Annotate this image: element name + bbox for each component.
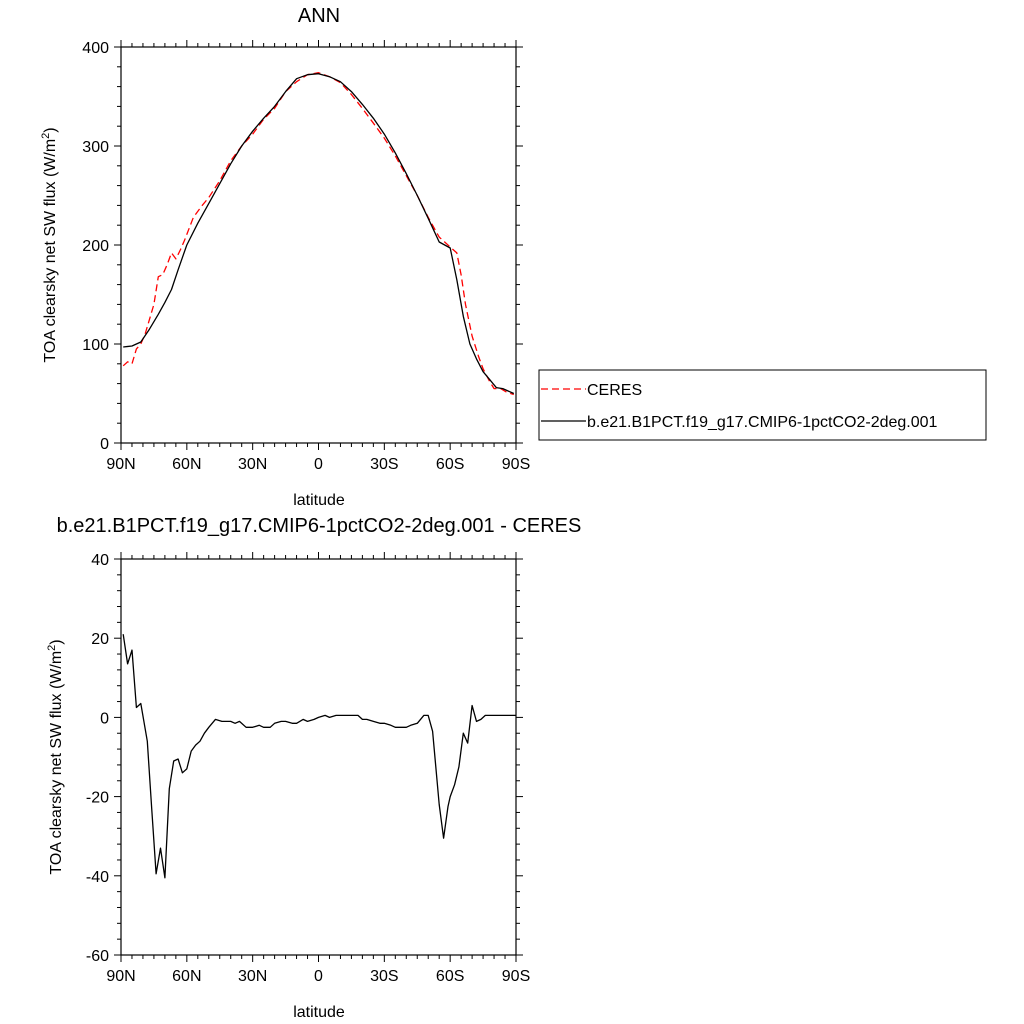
- top-panel: ANN TOA clearsky net SW flux (W/m2) lati…: [40, 5, 530, 509]
- top-y-tick-label: 300: [82, 139, 109, 156]
- top-x-tick-label: 90S: [502, 456, 530, 473]
- bottom-x-tick-label: 0: [314, 968, 323, 985]
- bottom-title: b.e21.B1PCT.f19_g17.CMIP6-1pctCO2-2deg.0…: [57, 515, 582, 537]
- top-x-tick-label: 90N: [106, 456, 135, 473]
- bottom-series-line-0: [122, 634, 516, 879]
- top-x-tick-label: 60N: [172, 456, 201, 473]
- top-y-tick-label: 200: [82, 238, 109, 255]
- bottom-ticks: [114, 552, 523, 962]
- top-y-axis-label: TOA clearsky net SW flux (W/m2): [40, 127, 59, 362]
- top-series-line-1: [123, 73, 515, 395]
- top-x-axis-label: latitude: [293, 492, 345, 509]
- legend-box: [538, 369, 987, 441]
- bottom-y-tick-label: -60: [86, 948, 109, 965]
- bottom-x-tick-label: 90S: [502, 968, 530, 985]
- bottom-x-tick-label: 30S: [370, 968, 398, 985]
- bottom-y-tick-label: -40: [86, 869, 109, 886]
- bottom-x-tick-label: 90N: [106, 968, 135, 985]
- top-plot-frame: [120, 46, 517, 444]
- legend: CERES b.e21.B1PCT.f19_g17.CMIP6-1pctCO2-…: [538, 369, 987, 441]
- top-title: ANN: [298, 5, 340, 27]
- top-y-tick-label: 400: [82, 40, 109, 57]
- top-series: [122, 72, 515, 396]
- bottom-x-tick-label: 30N: [238, 968, 267, 985]
- bottom-x-tick-label: 60N: [172, 968, 201, 985]
- bottom-y-tick-label: -20: [86, 790, 109, 807]
- bottom-x-tick-label: 60S: [436, 968, 464, 985]
- legend-ceres-label: CERES: [587, 382, 642, 399]
- top-ticks: [114, 40, 523, 450]
- bottom-x-axis-label: latitude: [293, 1004, 345, 1021]
- top-x-tick-label: 0: [314, 456, 323, 473]
- bottom-panel: b.e21.B1PCT.f19_g17.CMIP6-1pctCO2-2deg.0…: [46, 515, 581, 1021]
- bottom-y-tick-label: 0: [100, 710, 109, 727]
- top-y-tick-label: 100: [82, 337, 109, 354]
- legend-model-label: b.e21.B1PCT.f19_g17.CMIP6-1pctCO2-2deg.0…: [587, 414, 938, 431]
- bottom-y-axis-label: TOA clearsky net SW flux (W/m2): [46, 639, 65, 874]
- top-x-tick-label: 30S: [370, 456, 398, 473]
- bottom-y-tick-label: 20: [91, 631, 109, 648]
- top-tick-labels: 90N 60N 30N 0 30S 60S 90S 0 100 200 300 400: [82, 40, 530, 473]
- top-x-tick-label: 30N: [238, 456, 267, 473]
- top-series-line-0: [122, 72, 514, 396]
- top-y-tick-label: 0: [100, 436, 109, 453]
- bottom-plot-frame: [120, 558, 517, 956]
- bottom-y-tick-label: 40: [91, 552, 109, 569]
- top-x-tick-label: 60S: [436, 456, 464, 473]
- bottom-tick-labels: 90N 60N 30N 0 30S 60S 90S -60 -40 -20 0 20 40: [86, 552, 530, 985]
- bottom-series: [122, 634, 516, 879]
